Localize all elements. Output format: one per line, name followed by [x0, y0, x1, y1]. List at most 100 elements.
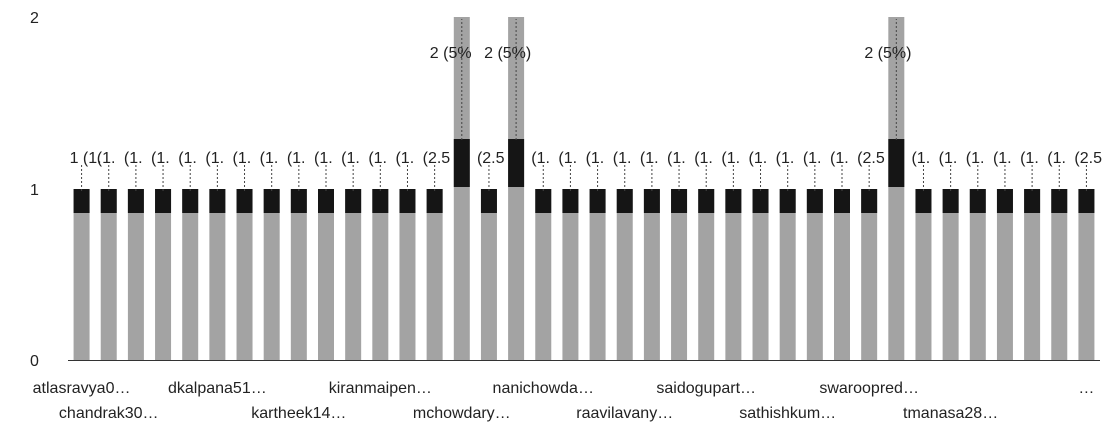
data-label: (1.	[830, 150, 849, 167]
bar-cap	[209, 189, 226, 213]
x-tick-label: dkalpana51…	[168, 380, 267, 397]
bar	[834, 189, 850, 360]
data-label: (1.	[721, 150, 740, 167]
bar-cap	[372, 189, 389, 213]
data-label: (1.	[124, 150, 143, 167]
data-label: (1.	[341, 150, 360, 167]
bar	[1051, 189, 1068, 360]
bar	[236, 189, 253, 360]
data-label: (1.	[395, 150, 414, 167]
bar-cap	[318, 189, 334, 213]
bar-cap	[236, 189, 253, 213]
bar-cap	[643, 189, 660, 213]
data-label: (1.	[233, 150, 252, 167]
bar-cap	[589, 189, 606, 213]
y-axis: 0 1 2	[30, 10, 39, 370]
bar	[698, 189, 715, 360]
data-label: (1.	[776, 150, 795, 167]
data-label: (1.	[368, 150, 387, 167]
data-label: (1.	[531, 150, 550, 167]
bar-cap	[127, 189, 144, 213]
data-label: (1.	[993, 150, 1012, 167]
x-tick-label: tmanasa28…	[903, 405, 998, 422]
bar	[100, 189, 117, 360]
bar	[942, 189, 959, 360]
bar-cap	[834, 189, 850, 213]
x-tick-label: kiranmaipen…	[329, 380, 432, 397]
bar	[209, 189, 226, 360]
bar-cap	[752, 189, 769, 213]
bar-cap	[508, 139, 525, 187]
x-tick-label: mchowdary…	[413, 405, 511, 422]
data-label: (1.	[613, 150, 632, 167]
y-tick-label: 1	[30, 182, 39, 199]
bar	[318, 189, 334, 360]
bar	[1078, 189, 1095, 360]
bar	[725, 189, 742, 360]
data-label: 2 (5%)	[484, 45, 531, 62]
bar	[426, 189, 443, 360]
bar-cap	[345, 189, 362, 213]
bar	[616, 189, 633, 360]
bar	[861, 189, 878, 360]
data-label: (1.	[178, 150, 197, 167]
bar-cap	[290, 189, 307, 213]
data-label: 2 (5%	[430, 45, 472, 62]
bar	[535, 189, 552, 360]
x-tick-label: atlasravya0…	[33, 380, 131, 397]
data-label: (1.	[1047, 150, 1066, 167]
bar-cap	[562, 189, 579, 213]
x-tick-label: raavilavany…	[576, 405, 673, 422]
bar-cap	[453, 139, 470, 187]
data-label: (1.	[97, 150, 116, 167]
x-tick-label: swaroopred…	[819, 380, 919, 397]
bar-cap	[861, 189, 878, 213]
bar-cap	[1078, 189, 1095, 213]
x-tick-label: chandrak30…	[59, 405, 159, 422]
bar-cap	[996, 189, 1013, 213]
x-tick-label: …	[1078, 380, 1094, 397]
data-label: (1.	[749, 150, 768, 167]
bar-cap	[969, 189, 986, 213]
data-label: 1 (1.	[70, 150, 102, 167]
bar-cap	[182, 189, 199, 213]
bar-cap	[806, 189, 823, 213]
bar	[345, 189, 362, 360]
bar-cap	[915, 189, 932, 213]
bar	[155, 189, 172, 360]
bar	[779, 189, 796, 360]
bar-cap	[480, 189, 497, 213]
data-label: (1.	[260, 150, 279, 167]
data-label: (2.5	[1074, 150, 1102, 167]
data-label: (1.	[939, 150, 958, 167]
bar-cap	[779, 189, 796, 213]
data-label: (1.	[966, 150, 985, 167]
bar	[643, 189, 660, 360]
data-label: (1.	[1020, 150, 1039, 167]
bar	[752, 189, 769, 360]
bar	[182, 189, 199, 360]
bar-cap	[616, 189, 633, 213]
bar	[372, 189, 389, 360]
bar-cap	[725, 189, 742, 213]
data-label: (1.	[640, 150, 659, 167]
data-label: (1.	[287, 150, 306, 167]
bar-cap	[263, 189, 280, 213]
bar	[399, 189, 416, 360]
bar	[888, 17, 905, 360]
bar-cap	[888, 139, 905, 187]
data-label: (1.	[667, 150, 686, 167]
bar	[453, 17, 470, 360]
bar	[969, 189, 986, 360]
bar	[73, 189, 90, 360]
bar	[589, 189, 606, 360]
data-label: (1.	[314, 150, 333, 167]
data-label: 2 (5%)	[864, 45, 911, 62]
bar	[508, 17, 525, 360]
data-label: (1.	[558, 150, 577, 167]
bar-cap	[73, 189, 90, 213]
y-tick-label: 2	[30, 10, 39, 27]
bar-cap	[426, 189, 443, 213]
bar	[290, 189, 307, 360]
